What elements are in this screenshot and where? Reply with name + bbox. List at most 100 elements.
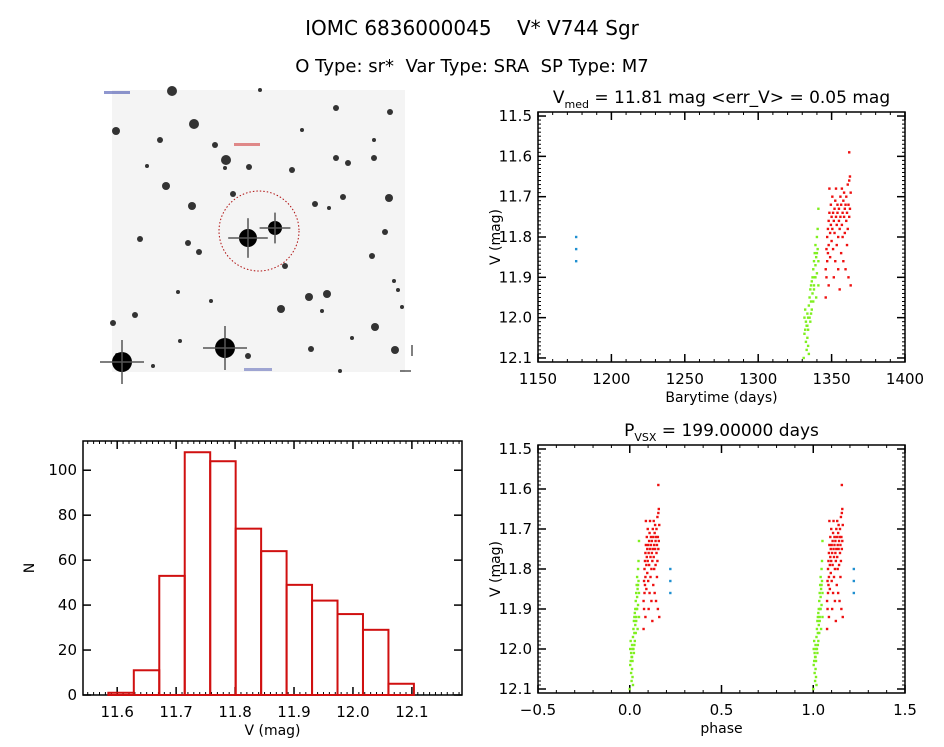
y-tick-label: 11.9 [499, 600, 532, 618]
data-point [806, 328, 810, 331]
phase-point [829, 535, 832, 539]
star [350, 336, 354, 340]
phase-point [828, 587, 832, 591]
phase-point [835, 535, 838, 539]
data-point [814, 296, 818, 299]
data-point [827, 219, 830, 223]
title-main: V [553, 88, 565, 108]
phase-point [634, 599, 637, 603]
phase-point [828, 519, 831, 523]
histogram-bar [387, 682, 415, 696]
y-tick-label: 20 [58, 641, 77, 659]
phase-point [837, 523, 840, 527]
phase-point [654, 539, 657, 543]
star [385, 194, 393, 202]
phase-point [819, 607, 822, 611]
phase-point [631, 675, 634, 679]
data-point [831, 195, 834, 198]
phase-point [646, 527, 649, 531]
data-point [807, 352, 811, 356]
data-point [830, 215, 833, 219]
data-point [843, 207, 847, 210]
phase-point [831, 531, 835, 535]
phase-point [812, 647, 815, 651]
phase-point [841, 539, 844, 543]
phase-point [636, 603, 640, 607]
phase-point [820, 583, 823, 587]
data-point [814, 276, 817, 279]
phase-point [828, 543, 831, 547]
star [300, 128, 304, 132]
histogram-bar [107, 691, 135, 696]
histogram-bar [285, 583, 314, 696]
phase-point [654, 563, 657, 567]
phase-point [814, 647, 818, 651]
phase-point [654, 599, 658, 603]
x-tick-label: 0.0 [618, 701, 642, 719]
data-point [825, 247, 828, 251]
data-point [846, 227, 849, 231]
y-axis-label: V (mag) [488, 541, 504, 597]
phase-point [630, 679, 633, 683]
data-point [848, 179, 851, 182]
y-tick-label: 60 [58, 551, 77, 569]
phase-point [652, 567, 656, 571]
phase-point [812, 687, 815, 691]
phase-point [818, 631, 821, 635]
phase-point [629, 647, 632, 651]
phase-point [832, 547, 835, 551]
phase-point [826, 567, 830, 571]
star [305, 293, 313, 301]
phase-point [817, 611, 820, 615]
star [245, 353, 251, 359]
phase-point [647, 607, 650, 611]
figure-title: IOMC 6836000045 V* V744 Sgr [305, 16, 639, 40]
y-tick-label: 0 [67, 686, 77, 704]
data-point [804, 320, 808, 323]
phase-point [669, 591, 672, 595]
star [258, 88, 262, 92]
star [333, 155, 339, 161]
data-point [805, 348, 808, 352]
phase-point [818, 591, 821, 595]
phase-point [629, 639, 632, 643]
data-point [844, 268, 847, 271]
data-point [828, 187, 831, 190]
plot-frame [537, 444, 906, 694]
phase-point [631, 659, 634, 663]
data-point [828, 211, 831, 215]
phase-point [643, 567, 646, 571]
figure-subtitle: O Type: sr* Var Type: SRA SP Type: M7 [295, 56, 649, 77]
data-point [806, 336, 809, 340]
phase-point [832, 575, 836, 579]
star [400, 305, 404, 309]
phase-point [834, 539, 837, 543]
data-point [826, 251, 830, 255]
phase-point [816, 615, 820, 619]
y-tick-label: 11.8 [499, 560, 532, 578]
phase-point [631, 647, 634, 651]
star [137, 236, 143, 242]
phase-point [826, 591, 830, 595]
phase-point [819, 627, 823, 631]
phase-point [633, 639, 637, 643]
data-point [814, 264, 817, 267]
data-point [808, 296, 811, 299]
x-axis-label: V (mag) [244, 723, 300, 739]
phase-point [669, 579, 672, 583]
star [145, 164, 149, 168]
star [372, 138, 376, 142]
star [110, 320, 116, 326]
phase-point [653, 547, 657, 551]
star [167, 86, 177, 96]
phase-point [818, 619, 821, 623]
star [396, 288, 400, 292]
y-axis-label: N [22, 563, 38, 573]
phase-point [812, 639, 816, 643]
phase-point [841, 507, 844, 511]
phase-point [840, 547, 844, 551]
histogram-bar [209, 460, 237, 697]
data-point [842, 199, 845, 202]
phase-point [636, 627, 639, 631]
phase-point [649, 543, 653, 547]
